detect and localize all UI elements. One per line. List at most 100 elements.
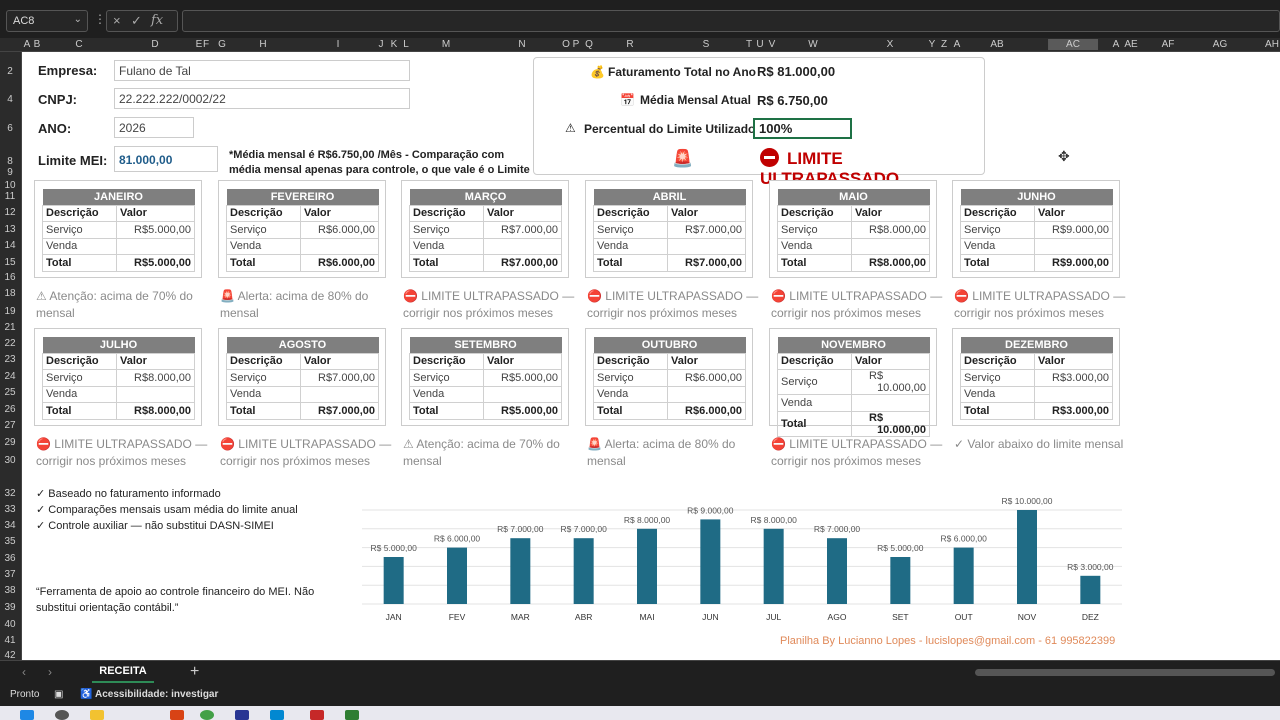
name-box[interactable]: AC8 ⌄ (6, 10, 88, 32)
venda-value[interactable] (483, 385, 562, 403)
servico-value[interactable]: R$ 7.000,00 (300, 369, 379, 387)
row-label[interactable]: 13 (4, 224, 16, 235)
row-label[interactable]: 34 (4, 520, 16, 531)
venda-value[interactable] (667, 237, 746, 255)
column-label[interactable]: K (390, 39, 398, 50)
horizontal-scrollbar[interactable] (975, 669, 1275, 676)
column-label[interactable]: A (953, 39, 961, 50)
servico-value[interactable]: R$ 3.000,00 (1034, 369, 1113, 387)
column-label[interactable]: R (626, 39, 634, 50)
row-label[interactable]: 42 (4, 650, 16, 661)
add-sheet-button[interactable]: + (190, 663, 200, 680)
column-label[interactable]: H (259, 39, 267, 50)
start-icon[interactable] (20, 710, 34, 720)
row-label[interactable]: 9 (7, 167, 13, 178)
row-label[interactable]: 24 (4, 371, 16, 382)
servico-value[interactable]: R$ 5.000,00 (116, 221, 195, 239)
row-label[interactable]: 39 (4, 602, 16, 613)
venda-value[interactable] (483, 237, 562, 255)
row-label[interactable]: 23 (4, 354, 16, 365)
column-label[interactable]: V (768, 39, 776, 50)
column-label[interactable]: I (336, 39, 340, 50)
app-icon[interactable] (310, 710, 324, 720)
servico-value[interactable]: R$ 7.000,00 (483, 221, 562, 239)
column-label[interactable]: G (218, 39, 226, 50)
chevron-down-icon[interactable]: ⌄ (73, 14, 82, 25)
venda-value[interactable] (851, 237, 930, 255)
column-label[interactable]: AF (1161, 39, 1175, 50)
row-label[interactable]: 32 (4, 488, 16, 499)
prev-sheet-icon[interactable]: ‹ (22, 665, 26, 679)
row-label[interactable]: 11 (4, 191, 16, 202)
venda-value[interactable] (667, 385, 746, 403)
tab-receita[interactable]: RECEITA (92, 661, 154, 683)
column-label[interactable]: L (403, 39, 409, 50)
chart-bar[interactable] (890, 557, 911, 604)
empresa-field[interactable]: Fulano de Tal (114, 60, 410, 81)
row-label[interactable]: 8 (7, 156, 13, 167)
chart-bar[interactable] (700, 519, 721, 604)
chart-bar[interactable] (1080, 575, 1101, 604)
app-icon[interactable] (270, 710, 284, 720)
servico-value[interactable]: R$ 6.000,00 (300, 221, 379, 239)
percentual-cell[interactable]: 100% (753, 118, 852, 139)
app-icon[interactable] (200, 710, 214, 720)
row-label[interactable]: 38 (4, 585, 16, 596)
row-label[interactable]: 35 (4, 536, 16, 547)
chart-bar[interactable] (763, 528, 784, 604)
macro-icon[interactable]: ▣ (54, 689, 64, 700)
column-label[interactable]: E (195, 39, 203, 50)
column-label[interactable]: S (702, 39, 710, 50)
column-label[interactable]: T (745, 39, 753, 50)
column-label[interactable]: AH (1265, 39, 1279, 50)
row-label[interactable]: 41 (4, 635, 16, 646)
column-label[interactable]: B (33, 39, 41, 50)
row-label[interactable]: 37 (4, 569, 16, 580)
column-label[interactable]: Z (940, 39, 948, 50)
worksheet[interactable]: Empresa: Fulano de Tal CNPJ: 22.222.222/… (22, 52, 1280, 660)
monthly-revenue-chart[interactable]: R$ 5.000,00 JAN R$ 6.000,00 FEV R$ 7.000,00 M… (352, 492, 1122, 627)
column-label[interactable]: Q (585, 39, 593, 50)
column-label[interactable]: A (23, 39, 31, 50)
servico-value[interactable]: R$ 9.000,00 (1034, 221, 1113, 239)
column-label[interactable]: C (75, 39, 83, 50)
row-label[interactable]: 27 (4, 420, 16, 431)
row-label[interactable]: 29 (4, 437, 16, 448)
chart-bar[interactable] (953, 547, 974, 604)
column-label[interactable]: U (756, 39, 764, 50)
servico-value[interactable]: R$ 5.000,00 (483, 369, 562, 387)
row-label[interactable]: 18 (4, 288, 16, 299)
column-label[interactable]: N (518, 39, 526, 50)
chart-bar[interactable] (383, 557, 404, 604)
venda-value[interactable] (851, 394, 930, 412)
app-icon[interactable] (235, 710, 249, 720)
excel-icon[interactable] (345, 710, 359, 720)
limite-field[interactable]: 81.000,00 (114, 146, 218, 172)
venda-value[interactable] (1034, 237, 1113, 255)
column-label[interactable]: AE (1124, 39, 1138, 50)
column-label[interactable]: AC (1048, 39, 1098, 50)
chart-bar[interactable] (447, 547, 467, 604)
formula-input[interactable] (182, 10, 1280, 32)
row-label[interactable]: 15 (4, 257, 16, 268)
row-label[interactable]: 21 (4, 322, 16, 333)
servico-value[interactable]: R$ 8.000,00 (851, 221, 930, 239)
row-label[interactable]: 14 (4, 240, 16, 251)
venda-value[interactable] (300, 385, 379, 403)
column-label[interactable]: A (1112, 39, 1120, 50)
servico-value[interactable]: R$ 10.000,00 (851, 369, 930, 395)
chart-bar[interactable] (573, 538, 594, 604)
column-label[interactable]: D (151, 39, 159, 50)
accessibility-icon[interactable]: ♿ (80, 689, 93, 700)
row-label[interactable]: 36 (4, 553, 16, 564)
more-icon[interactable]: ⋮ (94, 12, 106, 26)
venda-value[interactable] (116, 385, 195, 403)
column-label[interactable]: J (378, 39, 384, 50)
search-icon[interactable] (55, 710, 69, 720)
venda-value[interactable] (116, 237, 195, 255)
chart-bar[interactable] (1017, 510, 1037, 604)
row-label[interactable]: 10 (4, 180, 16, 191)
insert-function-icon[interactable]: fx (151, 13, 164, 28)
ano-field[interactable]: 2026 (114, 117, 194, 138)
cnpj-field[interactable]: 22.222.222/0002/22 (114, 88, 410, 109)
